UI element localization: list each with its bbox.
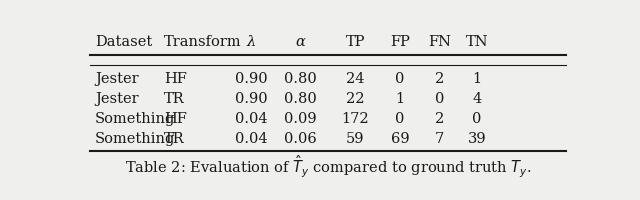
Text: 172: 172 <box>342 112 369 126</box>
Text: FN: FN <box>428 35 451 49</box>
Text: Transform: Transform <box>164 35 242 49</box>
Text: Table 2: Evaluation of $\hat{T}_y$ compared to ground truth $T_y$.: Table 2: Evaluation of $\hat{T}_y$ compa… <box>125 154 531 180</box>
Text: 2: 2 <box>435 112 444 126</box>
Text: 0.06: 0.06 <box>284 132 317 146</box>
Text: 0.04: 0.04 <box>235 112 268 126</box>
Text: 24: 24 <box>346 72 365 86</box>
Text: 0.04: 0.04 <box>235 132 268 146</box>
Text: 0: 0 <box>396 72 404 86</box>
Text: TR: TR <box>164 92 185 106</box>
Text: α: α <box>296 35 306 49</box>
Text: 59: 59 <box>346 132 365 146</box>
Text: 22: 22 <box>346 92 365 106</box>
Text: 0.80: 0.80 <box>284 72 317 86</box>
Text: Something: Something <box>95 112 175 126</box>
Text: λ: λ <box>246 35 256 49</box>
Text: FP: FP <box>390 35 410 49</box>
Text: TP: TP <box>346 35 365 49</box>
Text: Dataset: Dataset <box>95 35 152 49</box>
Text: 0: 0 <box>435 92 444 106</box>
Text: 0: 0 <box>472 112 481 126</box>
Text: 1: 1 <box>396 92 404 106</box>
Text: 2: 2 <box>435 72 444 86</box>
Text: TN: TN <box>465 35 488 49</box>
Text: HF: HF <box>164 72 187 86</box>
Text: 1: 1 <box>472 72 481 86</box>
Text: TR: TR <box>164 132 185 146</box>
Text: Something: Something <box>95 132 175 146</box>
Text: Jester: Jester <box>95 92 138 106</box>
Text: 0: 0 <box>396 112 404 126</box>
Text: 0.09: 0.09 <box>284 112 317 126</box>
Text: 7: 7 <box>435 132 444 146</box>
Text: 0.90: 0.90 <box>235 72 268 86</box>
Text: Jester: Jester <box>95 72 138 86</box>
Text: 0.80: 0.80 <box>284 92 317 106</box>
Text: 39: 39 <box>467 132 486 146</box>
Text: 0.90: 0.90 <box>235 92 268 106</box>
Text: 69: 69 <box>390 132 409 146</box>
Text: HF: HF <box>164 112 187 126</box>
Text: 4: 4 <box>472 92 481 106</box>
